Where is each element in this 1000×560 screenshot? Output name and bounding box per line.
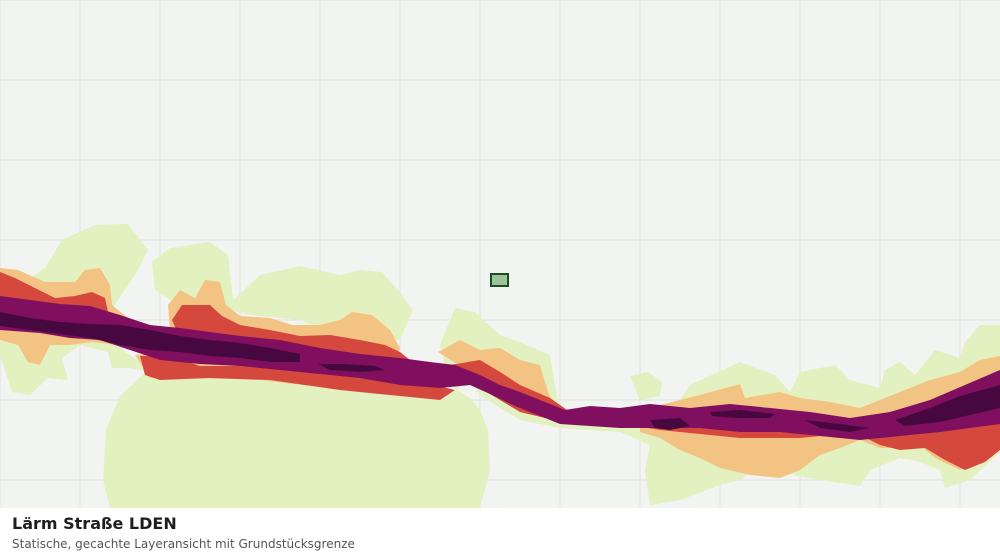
- layer-subtitle: Statische, gecachte Layeransicht mit Gru…: [12, 537, 355, 551]
- layer-title: Lärm Straße LDEN: [12, 514, 177, 533]
- layer-caption: Lärm Straße LDEN Statische, gecachte Lay…: [0, 508, 1000, 560]
- noise-band-5: [0, 312, 1000, 432]
- noise-band-4: [0, 296, 1000, 440]
- parcel-boundary[interactable]: [490, 273, 509, 287]
